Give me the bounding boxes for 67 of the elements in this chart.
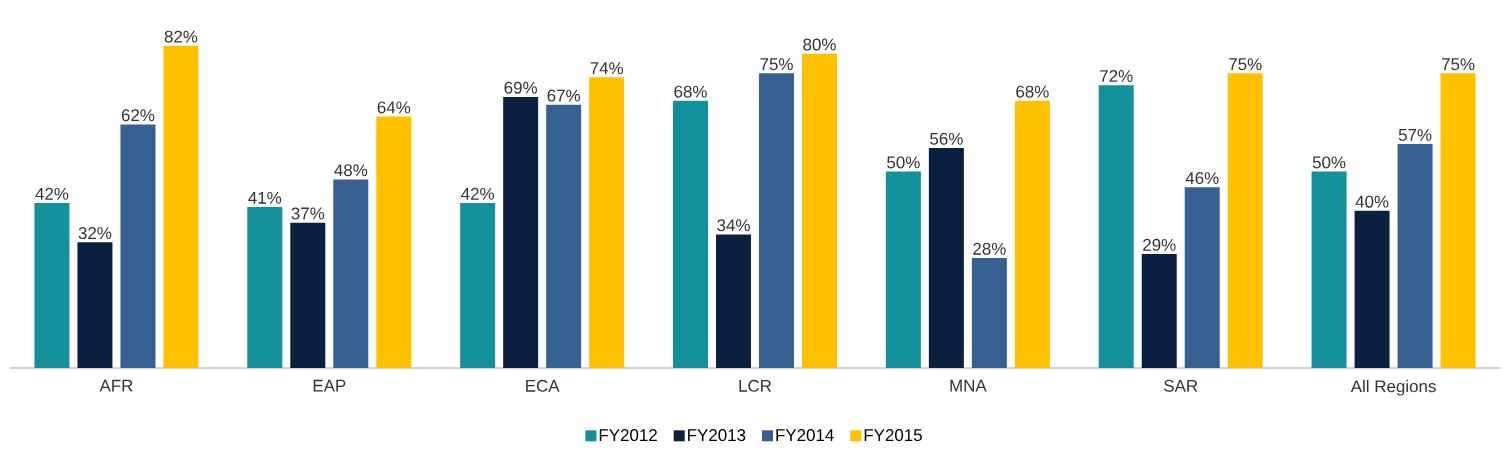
data-label: 80% <box>803 38 836 51</box>
data-label: 67% <box>547 89 580 102</box>
bar <box>247 206 283 368</box>
bar <box>120 124 156 368</box>
bar <box>290 222 326 368</box>
bar <box>928 148 964 368</box>
data-label: 46% <box>1185 172 1219 185</box>
data-label: 50% <box>887 156 920 169</box>
bar <box>1354 210 1390 368</box>
data-label: 75% <box>760 58 793 71</box>
bar <box>1141 254 1177 368</box>
x-tick-label: LCR <box>739 379 772 392</box>
data-label: 40% <box>1355 195 1389 208</box>
bar <box>460 203 496 368</box>
legend-label: FY2012 <box>599 429 657 442</box>
bar <box>163 45 199 368</box>
data-label: 68% <box>1016 85 1049 98</box>
legend-label: FY2013 <box>688 429 746 442</box>
bar <box>1440 73 1476 368</box>
data-label: 41% <box>248 191 282 204</box>
x-tick-label: SAR <box>1164 379 1198 392</box>
data-label: 68% <box>674 85 707 98</box>
legend-label: FY2015 <box>864 429 922 442</box>
bar <box>34 203 70 368</box>
data-label: 75% <box>1442 58 1475 71</box>
bar <box>376 116 412 368</box>
bar <box>802 53 838 368</box>
bar <box>503 96 539 368</box>
data-label: 50% <box>1312 156 1346 169</box>
data-label: 57% <box>1398 128 1432 141</box>
data-label: 34% <box>717 219 750 232</box>
bar <box>1397 144 1433 368</box>
bar <box>885 171 921 368</box>
data-label: 56% <box>930 132 963 145</box>
data-label: 75% <box>1229 58 1262 71</box>
data-label: 29% <box>1143 238 1176 251</box>
data-label: 64% <box>377 101 411 114</box>
bar <box>716 234 752 368</box>
data-label: 72% <box>1100 70 1133 82</box>
data-label: 69% <box>504 81 537 94</box>
x-tick-label: MNA <box>950 379 987 392</box>
bar <box>589 77 625 368</box>
bar <box>759 73 795 368</box>
data-label: 32% <box>78 227 112 240</box>
x-tick-label: ECA <box>526 379 560 392</box>
bar <box>673 100 709 368</box>
data-label: 28% <box>973 242 1006 255</box>
x-tick-label: AFR <box>99 379 133 392</box>
bar <box>1184 187 1220 368</box>
bar <box>1014 100 1050 368</box>
bar <box>77 242 113 368</box>
data-label: 48% <box>334 164 368 177</box>
bar <box>546 104 582 368</box>
bar <box>333 179 369 368</box>
data-label: 82% <box>164 30 198 43</box>
x-tick-label: All Regions <box>1350 379 1436 396</box>
data-label: 74% <box>590 62 623 75</box>
x-tick-label: EAP <box>313 379 346 392</box>
legend-label: FY2014 <box>776 429 834 442</box>
data-label: 37% <box>291 207 325 220</box>
bar <box>1311 171 1347 368</box>
bar <box>971 258 1007 368</box>
bar <box>1227 73 1263 368</box>
data-label: 42% <box>461 187 494 200</box>
bar <box>1098 85 1134 368</box>
data-label: 62% <box>121 109 155 122</box>
data-label: 42% <box>35 187 69 200</box>
